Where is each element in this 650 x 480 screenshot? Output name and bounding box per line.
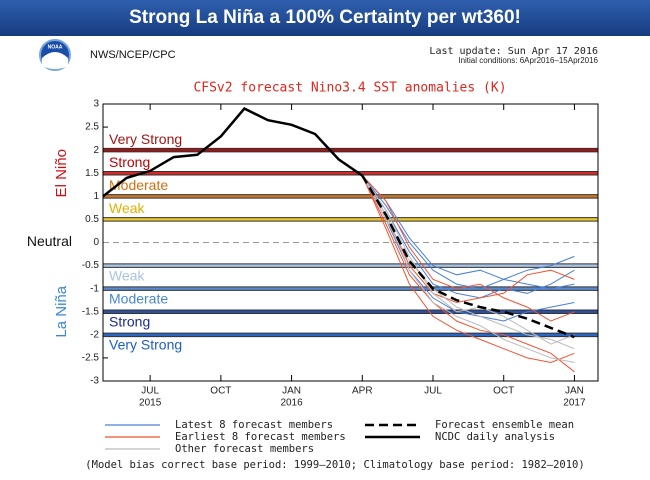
threshold-label: Strong	[109, 313, 150, 329]
x-tick-label: OCT	[210, 386, 231, 397]
threshold-label: Moderate	[109, 290, 168, 306]
member-line	[361, 175, 575, 280]
member-line	[361, 175, 575, 373]
last-update: Last update: Sun Apr 17 2016	[429, 46, 598, 57]
legend-label: Forecast ensemble mean	[435, 419, 574, 431]
agency: NWS/NCEP/CPC	[90, 49, 176, 61]
svg-text:NOAA: NOAA	[48, 44, 63, 50]
x-tick-label: JAN	[565, 386, 584, 397]
y-tick-label: -1.5	[82, 306, 100, 317]
threshold-label: Weak	[109, 200, 146, 216]
legend-label: Latest 8 forecast members	[175, 419, 333, 431]
y-tick-label: 0.5	[85, 214, 99, 225]
member-line	[361, 175, 575, 322]
member-line	[361, 175, 575, 322]
x-year-label: 2016	[280, 398, 303, 409]
member-line	[361, 175, 575, 345]
y-tick-label: 2.5	[85, 122, 99, 133]
x-tick-label: JUL	[424, 386, 442, 397]
member-line	[361, 175, 575, 363]
threshold-label: Very Strong	[109, 337, 182, 353]
plot-frame	[102, 103, 599, 382]
x-tick-label: JAN	[282, 386, 301, 397]
x-tick-label: OCT	[493, 386, 514, 397]
initial-conditions: Initial conditions: 6Apr2016–15Apr2016	[458, 56, 598, 65]
x-tick-label: APR	[352, 386, 373, 397]
y-tick-label: -1	[90, 283, 99, 294]
member-line	[361, 175, 575, 350]
legend-label: Earliest 8 forecast members	[175, 431, 346, 443]
series-line	[102, 107, 364, 198]
y-tick-label: 3	[93, 99, 99, 110]
banner	[0, 0, 650, 36]
chart-title: CFSv2 forecast Nino3.4 SST anomalies (K)	[193, 81, 506, 96]
threshold-label: Very Strong	[109, 131, 182, 147]
legend-label: Other forecast members	[175, 443, 314, 455]
y-tick-label: 0	[93, 237, 99, 248]
series-line	[361, 174, 575, 339]
threshold-label: Strong	[109, 154, 150, 170]
x-year-label: 2015	[139, 398, 162, 409]
y-tick-label: -0.5	[82, 260, 100, 271]
y-tick-label: -2.5	[82, 353, 100, 364]
legend-label: NCDC daily analysis	[435, 431, 555, 443]
x-year-label: 2017	[563, 398, 586, 409]
x-tick-label: JUL	[141, 386, 159, 397]
phase-label: Neutral	[27, 233, 72, 249]
phase-label: La Niña	[53, 285, 70, 337]
y-tick-label: -2	[90, 329, 99, 340]
banner-title: Strong La Niña a 100% Certainty per wt36…	[129, 7, 521, 28]
y-tick-label: 2	[93, 145, 99, 156]
footnote: (Model bias correct base period: 1999–20…	[85, 459, 584, 471]
phase-label: El Niño	[53, 149, 70, 197]
noaa-logo: NOAA	[39, 39, 71, 71]
y-tick-label: 1.5	[85, 168, 99, 179]
member-line	[361, 175, 575, 364]
y-tick-label: -3	[90, 376, 99, 387]
y-tick-label: 1	[93, 191, 99, 202]
member-line	[361, 175, 575, 299]
threshold-label: Weak	[109, 267, 146, 283]
